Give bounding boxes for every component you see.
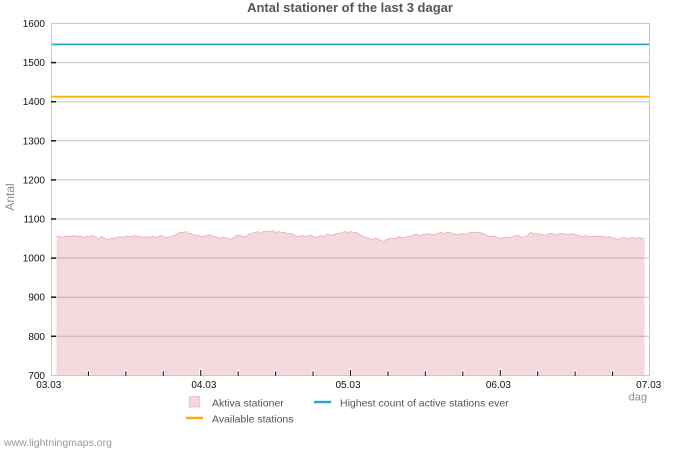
svg-text:1500: 1500 [23,58,46,69]
svg-text:Antal: Antal [3,183,17,210]
svg-text:700: 700 [28,371,45,382]
svg-text:1100: 1100 [23,215,45,226]
svg-text:1300: 1300 [23,136,46,147]
svg-text:1400: 1400 [23,97,46,108]
svg-text:Highest count of active statio: Highest count of active stations ever [340,398,509,410]
svg-text:Aktiva stationer: Aktiva stationer [212,398,284,410]
svg-text:dag: dag [629,392,647,404]
svg-text:03.03: 03.03 [36,380,61,391]
svg-text:1000: 1000 [23,254,46,265]
svg-text:800: 800 [28,332,45,343]
svg-text:04.03: 04.03 [191,380,216,391]
svg-text:Available stations: Available stations [212,413,294,425]
svg-text:Antal stationer of the last 3: Antal stationer of the last 3 dagar [247,0,453,15]
svg-text:07.03: 07.03 [636,380,661,391]
svg-text:06.03: 06.03 [486,380,511,391]
svg-text:05.03: 05.03 [335,380,360,391]
svg-text:1600: 1600 [23,19,46,30]
svg-text:1200: 1200 [23,175,46,186]
svg-text:www.lightningmaps.org: www.lightningmaps.org [3,437,112,449]
svg-text:900: 900 [28,293,45,304]
